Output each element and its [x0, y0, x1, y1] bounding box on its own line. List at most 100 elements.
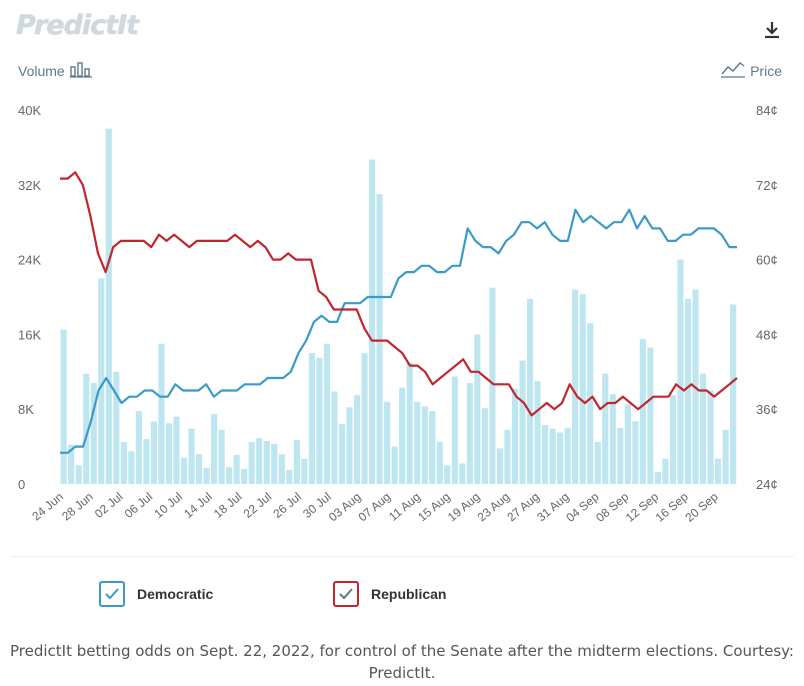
volume-bar [241, 469, 248, 484]
volume-bar [647, 347, 654, 484]
x-tick-label: 04 Sep [563, 489, 601, 524]
volume-bar [150, 421, 157, 484]
download-icon[interactable] [760, 18, 784, 42]
volume-bar [128, 451, 135, 484]
volume-bar [534, 381, 541, 484]
volume-bar [436, 441, 443, 484]
x-tick-label: 26 Jul [270, 490, 304, 521]
volume-bar [579, 294, 586, 484]
volume-bar [286, 469, 293, 484]
price-axis-label: Price [720, 60, 782, 81]
volume-bar [361, 353, 368, 484]
line-chart-icon [720, 60, 746, 81]
volume-bar [572, 289, 579, 484]
volume-bar [481, 408, 488, 484]
volume-bar [511, 388, 519, 484]
y-right-tick-label: 24¢ [756, 477, 778, 492]
volume-bar [98, 278, 105, 484]
volume-bar [699, 373, 707, 484]
y-left-tick-label: 32K [18, 178, 41, 193]
x-tick-label: 23 Aug [475, 490, 513, 525]
x-tick-label: 24 Jun [29, 490, 66, 524]
x-tick-label: 20 Sep [682, 489, 720, 524]
volume-bar [669, 395, 677, 484]
volume-label-text: Volume [18, 62, 65, 79]
volume-bar [353, 395, 361, 484]
volume-bar [218, 429, 225, 484]
volume-bar [707, 390, 714, 484]
x-tick-label: 18 Jul [211, 490, 245, 521]
series-line-democratic [60, 208, 737, 454]
volume-bar [271, 443, 278, 484]
volume-bar [662, 458, 669, 484]
figure-caption: PredictIt betting odds on Sept. 22, 2022… [10, 642, 794, 682]
y-left-tick-label: 24K [18, 253, 41, 268]
volume-bar [165, 423, 173, 484]
legend-label-republican: Republican [371, 586, 447, 602]
volume-bar [331, 391, 338, 484]
volume-bar [459, 463, 466, 484]
volume-bar [83, 373, 90, 484]
volume-bar [730, 304, 737, 484]
volume-bar [609, 394, 616, 484]
volume-bar [323, 343, 330, 484]
y-right-tick-label: 36¢ [756, 402, 778, 417]
volume-bar [278, 454, 285, 484]
volume-bar [256, 438, 263, 484]
checkbox-republican[interactable] [333, 581, 359, 607]
price-label-text: Price [750, 62, 782, 79]
volume-bar [90, 383, 97, 484]
volume-bar [203, 468, 210, 484]
legend-republican[interactable]: Republican [333, 581, 446, 607]
x-tick-label: 14 Jul [181, 490, 215, 521]
volume-bar [587, 323, 594, 484]
volume-bar [414, 401, 421, 484]
volume-bar [188, 428, 195, 484]
volume-bar [406, 362, 413, 484]
volume-bar [143, 439, 150, 484]
volume-bar [113, 371, 120, 484]
predictit-logo: PredictIt [16, 10, 139, 41]
volume-bar [308, 353, 315, 484]
volume-bar [564, 427, 571, 484]
volume-bar [444, 465, 451, 484]
volume-bar [68, 444, 75, 484]
volume-bar [173, 416, 180, 484]
volume-bar [399, 387, 406, 484]
volume-bar [474, 334, 481, 484]
volume-bar [526, 298, 534, 484]
volume-bar [602, 373, 609, 484]
x-tick-label: 12 Sep [623, 489, 661, 524]
volume-bar [263, 440, 270, 484]
volume-bar [180, 457, 188, 484]
bar-chart-icon [69, 60, 93, 81]
volume-bar [211, 413, 218, 485]
volume-bar [654, 471, 661, 484]
volume-bar [451, 376, 458, 484]
volume-axis-label: Volume [18, 60, 93, 81]
volume-bar [226, 467, 233, 484]
series-line-republican [60, 171, 738, 417]
volume-bar [429, 411, 436, 484]
check-icon [105, 588, 119, 600]
volume-bar [594, 441, 601, 484]
y-right-tick-label: 84¢ [756, 103, 778, 118]
x-tick-label: 16 Sep [653, 489, 691, 524]
checkbox-democratic[interactable] [99, 581, 125, 607]
y-right-tick-label: 60¢ [756, 253, 778, 268]
volume-bar [624, 404, 631, 484]
volume-bar [376, 194, 383, 484]
x-tick-label: 02 Jul [92, 490, 126, 521]
legend-democratic[interactable]: Democratic [99, 581, 213, 607]
volume-bar [617, 427, 624, 484]
x-tick-label: 08 Sep [593, 489, 631, 524]
volume-bar [196, 454, 203, 484]
volume-bar [135, 411, 142, 484]
x-tick-label: 07 Aug [356, 490, 394, 525]
x-tick-label: 15 Aug [415, 490, 453, 525]
volume-bar [677, 259, 684, 484]
volume-bar [338, 424, 346, 484]
volume-bar [105, 128, 112, 484]
volume-bar [316, 357, 323, 484]
